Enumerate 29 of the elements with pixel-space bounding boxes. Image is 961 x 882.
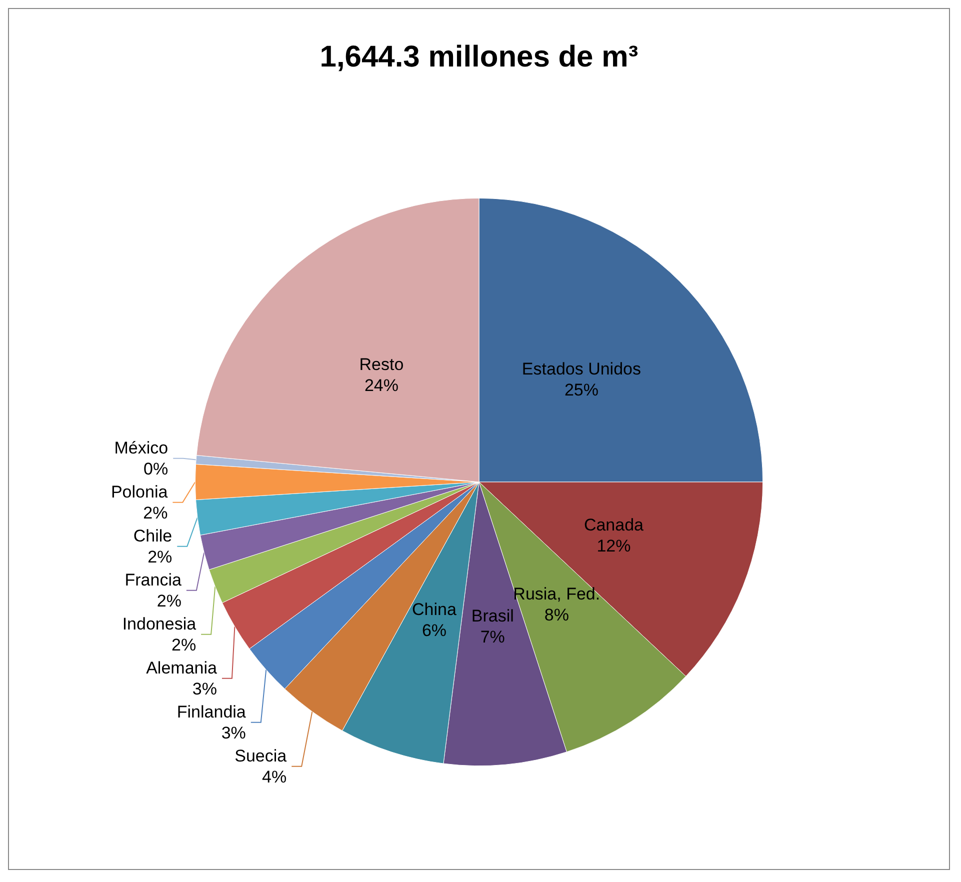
slice-label: México	[114, 438, 168, 458]
slice-label: Chile	[133, 526, 172, 546]
slice-label: Canada	[584, 515, 644, 534]
slice-label: Brasil	[471, 606, 514, 626]
data-label: 2%	[143, 503, 168, 522]
slice-label: Polonia	[110, 482, 168, 502]
data-label: 3%	[192, 679, 217, 698]
data-label: 2%	[148, 547, 172, 566]
data-label: 2%	[156, 591, 182, 610]
data-label: 6%	[422, 620, 447, 640]
slice-label: Alemania	[146, 658, 218, 678]
data-label: 25%	[564, 380, 598, 400]
slice-label: Rusia, Fed.	[513, 584, 600, 604]
slice-label: China	[412, 600, 457, 619]
slice-label: Indonesia	[122, 614, 197, 634]
data-label: 24%	[364, 376, 398, 395]
slice-label: Resto	[359, 354, 404, 374]
data-label: 3%	[221, 723, 246, 742]
slice-label: Estados Unidos	[522, 360, 641, 379]
data-label: 4%	[262, 767, 287, 786]
data-label: 12%	[596, 536, 631, 556]
slice-label: Francia	[124, 570, 182, 590]
data-label: 8%	[544, 605, 569, 624]
slice-label: Suecia	[234, 746, 288, 766]
chart-title: 1,644.3 millones de m³	[320, 40, 638, 74]
data-label: 0%	[144, 459, 168, 478]
data-label: 2%	[171, 635, 196, 654]
data-label: 7%	[480, 627, 505, 646]
slice-label: Finlandia	[176, 702, 246, 722]
